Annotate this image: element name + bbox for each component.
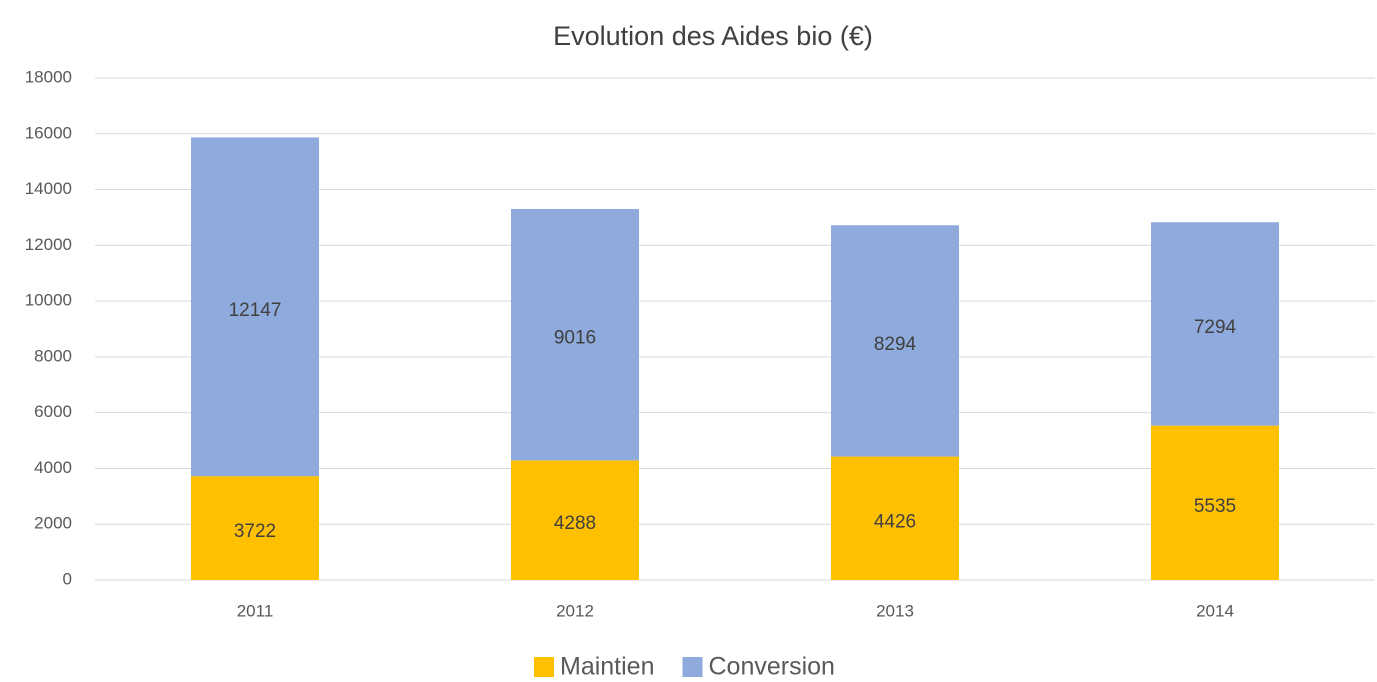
legend-swatch — [682, 657, 703, 677]
data-label: 5535 — [1194, 496, 1236, 517]
bar-segment — [831, 225, 959, 457]
y-tick-label: 14000 — [25, 179, 72, 198]
y-tick-label: 6000 — [34, 402, 72, 421]
bar-segment — [191, 476, 319, 580]
bar-segment — [511, 208, 639, 461]
y-tick-label: 0 — [63, 569, 72, 588]
y-tick-label: 8000 — [34, 346, 72, 365]
y-tick-label: 16000 — [25, 123, 72, 142]
legend-label: Conversion — [709, 653, 835, 681]
y-tick-label: 12000 — [25, 235, 72, 254]
y-tick-label: 4000 — [34, 458, 72, 477]
data-label: 8294 — [874, 334, 917, 355]
y-tick-label: 10000 — [25, 291, 72, 310]
y-tick-label: 18000 — [25, 67, 72, 86]
data-label: 12147 — [229, 300, 282, 321]
data-label: 4426 — [874, 511, 916, 532]
bar-segment — [1151, 222, 1279, 426]
x-tick-label: 2013 — [876, 601, 914, 620]
chart-title: Evolution des Aides bio (€) — [553, 21, 873, 51]
legend-swatch — [534, 657, 554, 677]
bar-segment — [511, 460, 639, 580]
data-label: 4288 — [554, 513, 596, 534]
x-tick-label: 2014 — [1196, 601, 1234, 620]
y-tick-label: 2000 — [34, 514, 72, 533]
bar-segment — [1151, 425, 1279, 580]
legend-label: Maintien — [560, 653, 655, 681]
x-tick-label: 2011 — [237, 601, 274, 620]
bar-segment — [191, 137, 319, 477]
bar-segment — [831, 456, 959, 580]
data-label: 7294 — [1194, 317, 1237, 338]
x-tick-label: 2012 — [556, 601, 594, 620]
data-label: 9016 — [554, 328, 596, 349]
data-label: 3722 — [234, 521, 276, 542]
